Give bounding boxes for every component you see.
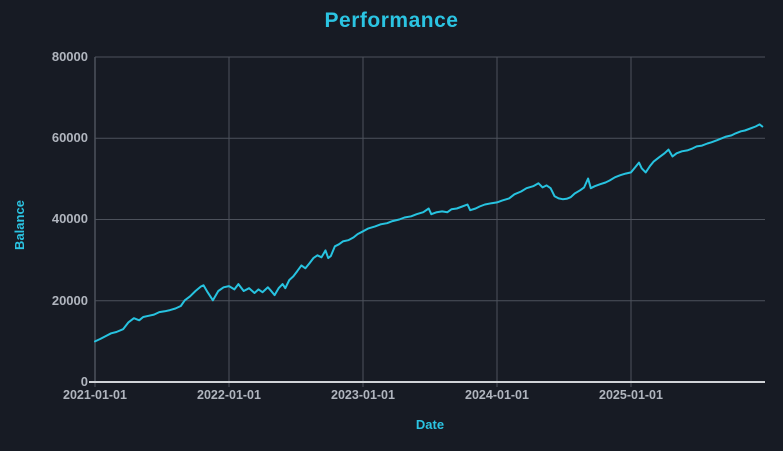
y-tick-label-40000: 40000 [51,211,88,226]
chart-title: Performance [324,9,459,32]
y-tick-label-20000: 20000 [51,293,88,308]
x-tick-label-2024: 2024-01-01 [465,388,529,402]
x-axis-title: Date [415,417,445,432]
balance-line-series [94,123,764,343]
x-tick-label-2023: 2023-01-01 [331,388,395,402]
y-tick-label-0: 0 [80,374,88,389]
x-tick-label-2025: 2025-01-01 [599,388,663,402]
y-tick-label-80000: 80000 [51,49,88,64]
x-tick-label-2022: 2022-01-01 [197,388,261,402]
y-tick-label-60000: 60000 [51,130,88,145]
x-tick-label-2021: 2021-01-01 [63,388,127,402]
